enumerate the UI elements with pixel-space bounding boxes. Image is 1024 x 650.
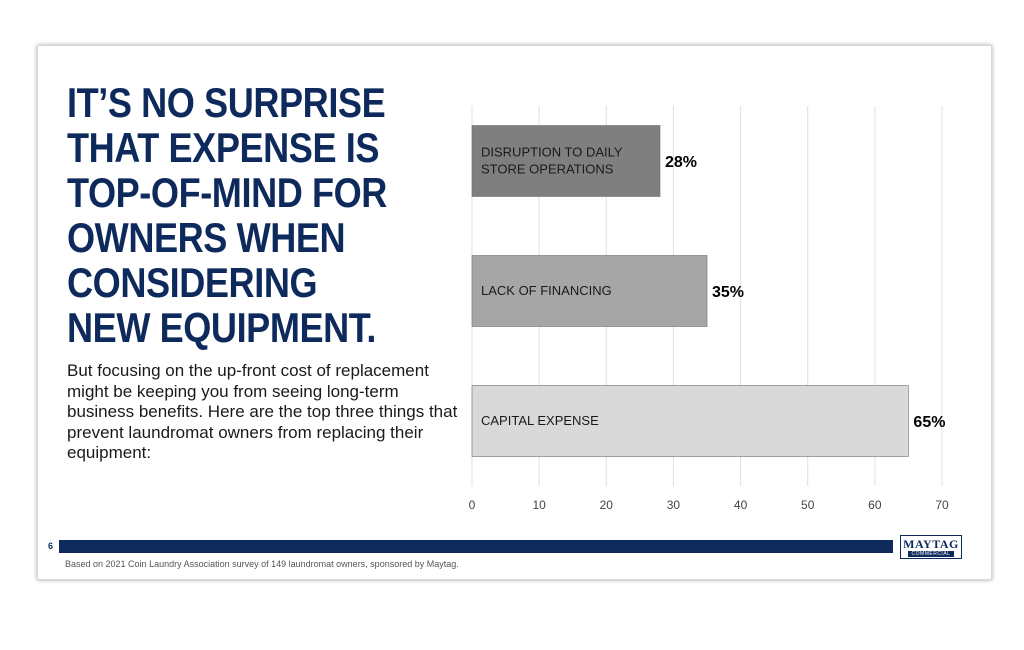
headline-line: NEW EQUIPMENT. <box>67 304 377 351</box>
bar <box>471 255 708 327</box>
bar-category-label: DISRUPTION TO DAILY <box>481 145 623 160</box>
bar-value-label: 65% <box>913 414 945 431</box>
bar-category-label: STORE OPERATIONS <box>481 162 614 177</box>
headline-line: IT’S NO SURPRISE <box>67 79 386 126</box>
bar <box>471 125 661 197</box>
bar-chart: 0 10 20 30 40 50 60 70 DISRUPTION TO DAILY STORE … <box>469 106 949 512</box>
bar-value-label: 28% <box>665 154 697 171</box>
bar-category-label: CAPITAL EXPENSE <box>481 413 599 428</box>
bar <box>471 385 909 457</box>
logo-subtitle: COMMERCIAL <box>907 550 955 557</box>
x-tick-label: 10 <box>532 498 546 512</box>
x-tick-label: 50 <box>801 498 815 512</box>
footer-bar <box>59 540 893 553</box>
headline: IT’S NO SURPRISE THAT EXPENSE IS TOP-OF-… <box>67 80 394 350</box>
headline-line: OWNERS WHEN <box>67 214 346 261</box>
bar-category-label: LACK OF FINANCING <box>481 283 612 298</box>
maytag-logo: MAYTAG COMMERCIAL <box>900 535 962 559</box>
x-tick-label: 0 <box>469 498 476 512</box>
headline-line: TOP-OF-MIND FOR <box>67 169 387 216</box>
headline-line: THAT EXPENSE IS <box>67 124 380 171</box>
x-tick-label: 70 <box>935 498 949 512</box>
slide: IT’S NO SURPRISE THAT EXPENSE IS TOP-OF-… <box>37 45 992 580</box>
x-tick-label: 20 <box>600 498 614 512</box>
bar-value-label: 35% <box>712 284 744 301</box>
x-tick-label: 30 <box>667 498 681 512</box>
body-text: But focusing on the up-front cost of rep… <box>67 361 458 462</box>
logo-wordmark: MAYTAG <box>903 536 959 551</box>
x-tick-label: 60 <box>868 498 882 512</box>
headline-line: CONSIDERING <box>67 259 318 306</box>
x-tick-label: 40 <box>734 498 748 512</box>
page-number: 6 <box>48 541 54 551</box>
source-note: Based on 2021 Coin Laundry Association s… <box>65 559 459 569</box>
